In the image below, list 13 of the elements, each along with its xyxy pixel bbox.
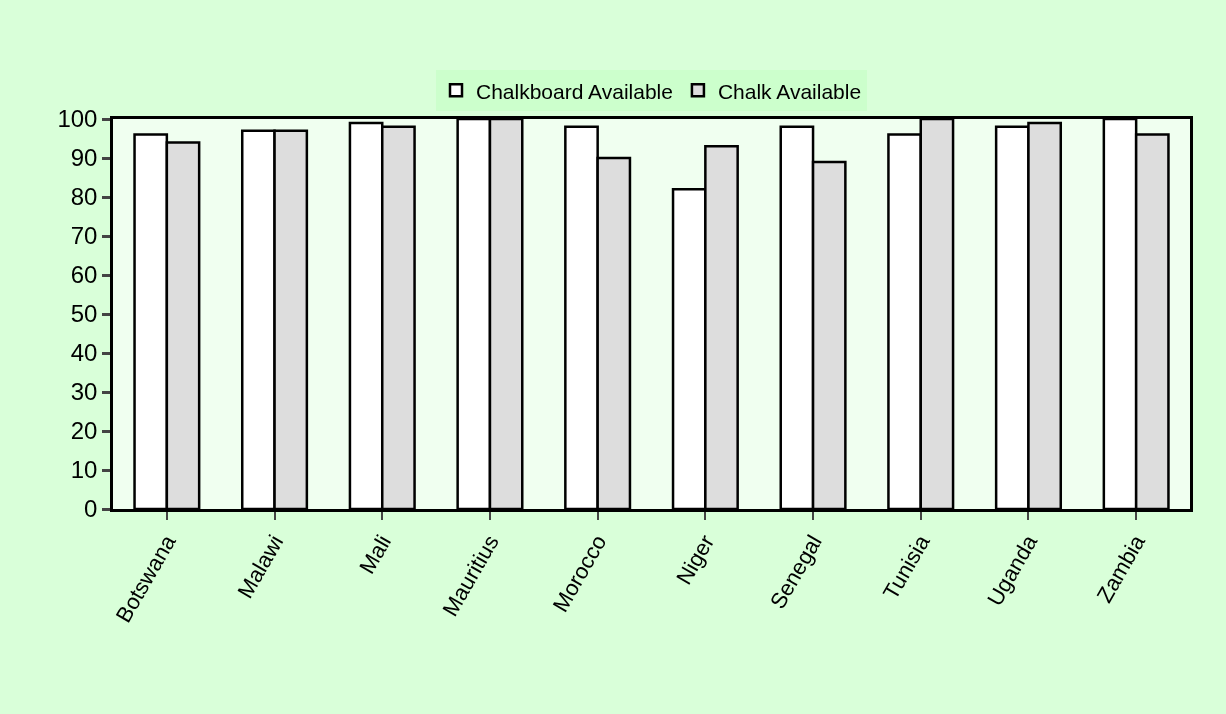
y-tick-label: 80 xyxy=(70,183,98,211)
y-tick-label: 100 xyxy=(57,105,98,133)
legend-label: Chalkboard Available xyxy=(476,79,673,103)
y-tick-label: 0 xyxy=(84,495,98,523)
y-tick-label: 30 xyxy=(70,378,98,406)
y-tick-label: 20 xyxy=(70,417,98,445)
y-tick-label: 10 xyxy=(70,456,98,484)
legend-label: Chalk Available xyxy=(717,79,862,103)
y-tick-label: 60 xyxy=(70,261,98,289)
y-tick-label: 50 xyxy=(70,300,98,328)
y-tick-label: 40 xyxy=(70,339,98,367)
y-tick-label: 70 xyxy=(70,222,98,250)
y-tick-label: 90 xyxy=(70,144,98,172)
